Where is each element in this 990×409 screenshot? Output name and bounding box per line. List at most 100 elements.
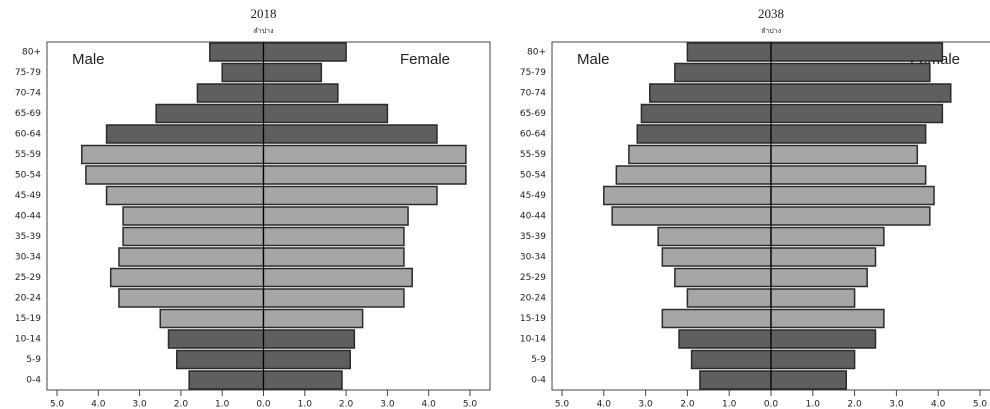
bar: [770, 206, 931, 226]
y-tick-label: 35-39: [15, 232, 41, 242]
bar: [770, 370, 847, 390]
y-tick-label: 45-49: [15, 191, 41, 201]
bar: [262, 329, 356, 349]
chart-title: 2018: [251, 6, 277, 21]
bar: [678, 329, 772, 349]
x-tick-label: 3.0: [132, 400, 147, 409]
x-tick-label: 3.0: [638, 400, 653, 409]
bar: [770, 288, 856, 308]
legend-label: Male: [72, 51, 105, 68]
x-tick-label: 2.0: [847, 400, 862, 409]
bar: [262, 83, 339, 103]
bar: [262, 185, 438, 206]
y-tick-label: 20-24: [15, 294, 41, 304]
x-tick-label: 0.0: [256, 400, 271, 409]
bar: [167, 329, 265, 349]
bar: [262, 42, 347, 62]
y-tick-label: 65-69: [15, 109, 41, 119]
x-tick-label: 3.0: [889, 400, 904, 409]
bar: [262, 144, 467, 165]
bar: [262, 62, 323, 83]
bar: [262, 124, 438, 144]
bar: [611, 206, 772, 226]
bar: [686, 42, 772, 62]
x-tick-label: 5.0: [50, 400, 65, 409]
y-tick-label: 25-29: [15, 273, 41, 283]
bar: [122, 206, 265, 226]
bar: [262, 226, 405, 247]
bar: [770, 247, 877, 267]
bar: [262, 206, 409, 226]
bar: [699, 370, 772, 390]
y-tick-label: 55-59: [15, 150, 41, 160]
bar: [674, 62, 772, 83]
x-tick-label: 5.0: [973, 400, 988, 409]
y-tick-label: 25-29: [520, 273, 546, 283]
bar: [262, 308, 364, 329]
bar: [221, 62, 265, 83]
bar: [770, 226, 885, 247]
bar: [628, 144, 772, 165]
bar: [770, 329, 877, 349]
bar: [122, 226, 265, 247]
bar: [155, 103, 265, 124]
x-tick-label: 0.0: [764, 400, 779, 409]
x-tick-label: 5.0: [555, 400, 570, 409]
bar: [770, 42, 944, 62]
bar: [770, 124, 927, 144]
y-tick-label: 50-54: [520, 171, 546, 181]
bar: [770, 349, 856, 370]
chart-subtitle: ลำปาง: [253, 27, 273, 35]
bar: [615, 165, 772, 185]
bar: [262, 349, 351, 370]
bar: [262, 288, 405, 308]
bar: [657, 226, 772, 247]
y-tick-label: 5-9: [26, 355, 41, 365]
y-tick-label: 55-59: [520, 150, 546, 160]
bar: [770, 103, 944, 124]
bar: [770, 267, 868, 288]
bar: [262, 370, 343, 390]
bar: [674, 267, 772, 288]
y-tick-label: 70-74: [520, 89, 546, 99]
bar: [640, 103, 772, 124]
bar: [661, 308, 772, 329]
bar: [770, 185, 935, 206]
y-tick-label: 75-79: [15, 68, 41, 78]
bar: [690, 349, 772, 370]
y-tick-label: 0-4: [26, 376, 41, 386]
bar: [105, 124, 265, 144]
bar: [188, 370, 265, 390]
chart-title: 2038: [758, 6, 784, 21]
bar: [209, 42, 265, 62]
x-tick-label: 4.0: [91, 400, 106, 409]
x-tick-label: 4.0: [597, 400, 612, 409]
y-tick-label: 40-44: [520, 212, 546, 222]
y-tick-label: 60-64: [15, 130, 41, 140]
legend-label: Female: [400, 51, 450, 68]
legend-label: Male: [577, 51, 610, 68]
bar: [262, 247, 405, 267]
y-tick-label: 0-4: [531, 376, 546, 386]
bar: [81, 144, 265, 165]
y-tick-label: 30-34: [520, 253, 546, 263]
y-tick-label: 40-44: [15, 212, 41, 222]
bar: [85, 165, 265, 185]
bar: [105, 185, 265, 206]
y-tick-label: 50-54: [15, 171, 41, 181]
y-tick-label: 80+: [22, 48, 41, 58]
x-tick-label: 4.0: [931, 400, 946, 409]
bar: [262, 103, 389, 124]
bar: [770, 83, 952, 103]
y-tick-label: 10-14: [520, 335, 546, 345]
y-tick-label: 15-19: [15, 314, 41, 324]
y-tick-label: 75-79: [520, 68, 546, 78]
bar: [159, 308, 265, 329]
bar: [770, 165, 927, 185]
x-tick-label: 1.0: [806, 400, 821, 409]
bar: [262, 267, 413, 288]
bar: [603, 185, 772, 206]
bar: [649, 83, 772, 103]
bar: [176, 349, 265, 370]
